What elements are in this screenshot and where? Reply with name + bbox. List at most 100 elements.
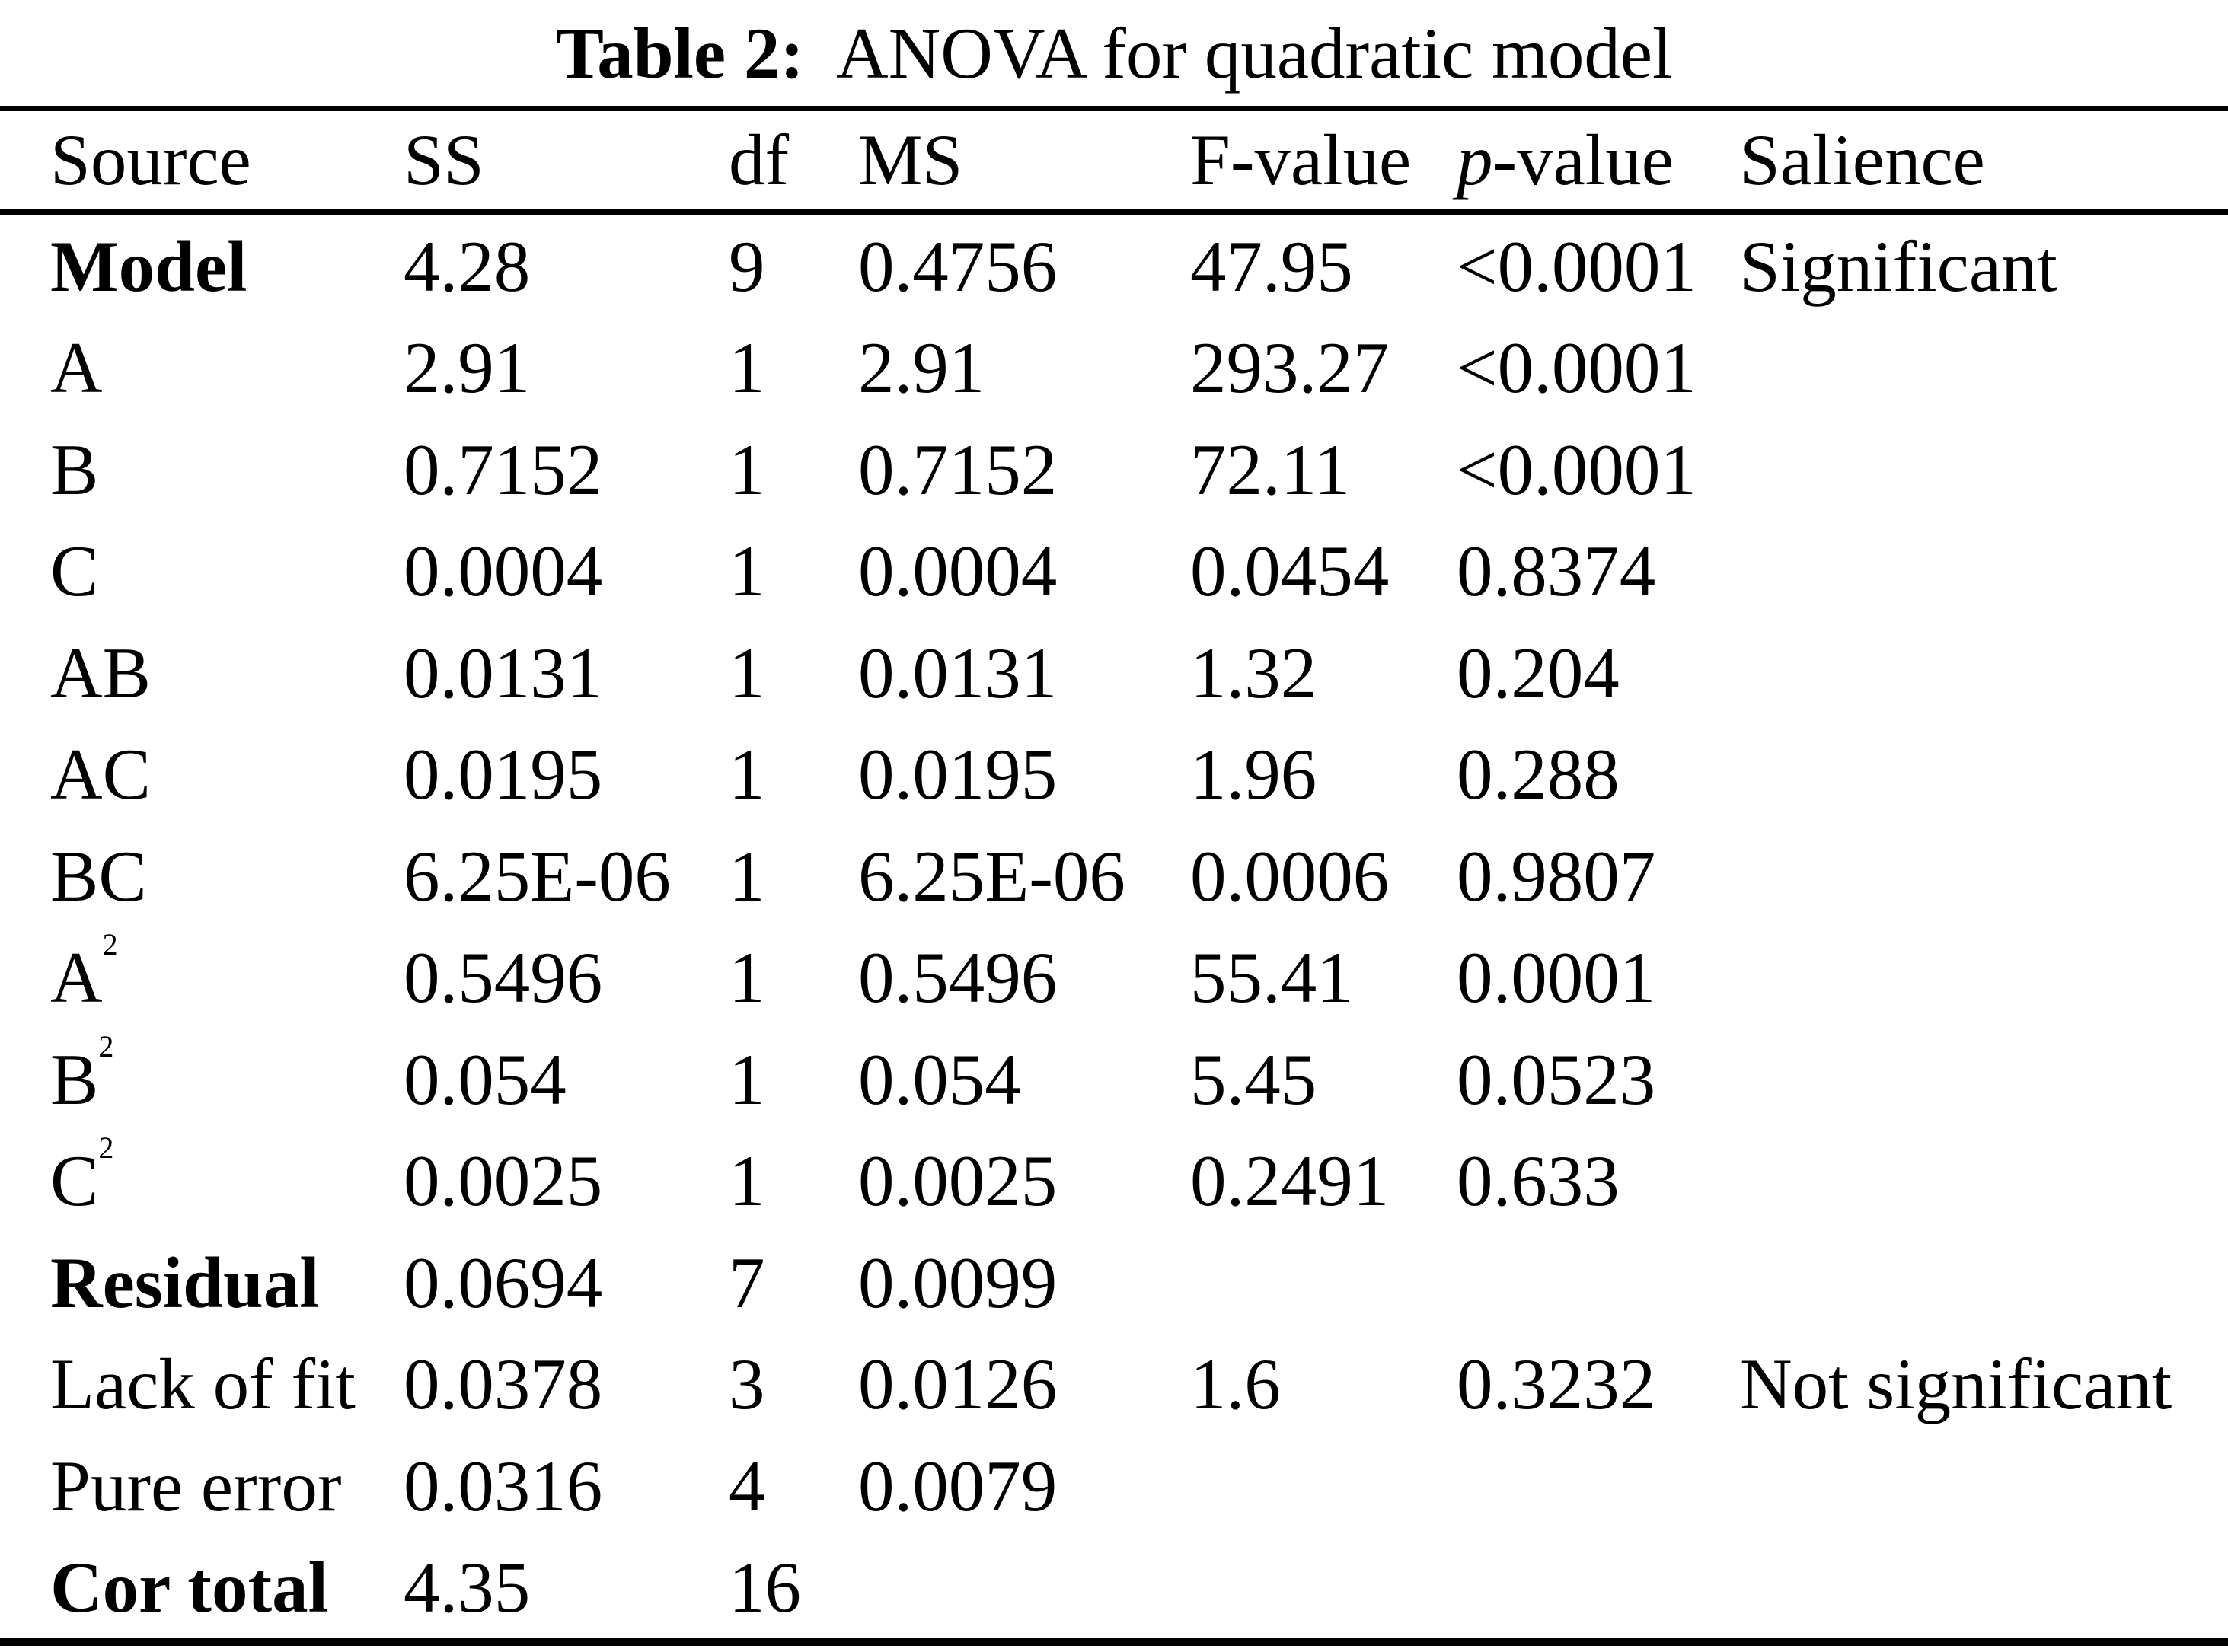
cell-fvalue: 72.11 xyxy=(1190,429,1351,510)
cell-pvalue: 0.3232 xyxy=(1457,1344,1656,1425)
cell-fvalue: 47.95 xyxy=(1190,225,1353,307)
cell-ss: 4.35 xyxy=(404,1547,531,1628)
cell-ms: 0.0025 xyxy=(858,1140,1058,1222)
cell-ms: 0.7152 xyxy=(858,429,1058,510)
bottom-rule xyxy=(0,1638,2228,1646)
header-cell-ms: MS xyxy=(858,120,963,200)
cell-ss: 0.0025 xyxy=(404,1140,603,1222)
cell-source: Cor total xyxy=(50,1547,328,1628)
cell-pvalue: <0.0001 xyxy=(1457,429,1697,510)
table-row-c2: C2 0.0025 1 0.0025 0.2491 0.633 xyxy=(0,1131,2228,1233)
cell-ms: 0.4756 xyxy=(858,225,1058,307)
cell-fvalue: 293.27 xyxy=(1190,327,1390,409)
table-caption: Table 2: ANOVA for quadratic model xyxy=(0,0,2228,106)
cell-df: 3 xyxy=(729,1344,765,1425)
header-rule xyxy=(0,209,2228,215)
pvalue-rest: -value xyxy=(1492,120,1674,200)
table-row-b: B 0.7152 1 0.7152 72.11 <0.0001 xyxy=(0,419,2228,521)
cell-fvalue: 0.0006 xyxy=(1190,835,1390,917)
header-cell-fvalue: F-value xyxy=(1190,120,1412,200)
table-row-a: A 2.91 1 2.91 293.27 <0.0001 xyxy=(0,317,2228,419)
pvalue-italic-p: p xyxy=(1457,120,1493,200)
cell-df: 1 xyxy=(729,632,765,713)
cell-df: 1 xyxy=(729,429,765,510)
top-rule xyxy=(0,106,2228,111)
cell-fvalue: 1.96 xyxy=(1190,734,1317,815)
cell-ss: 0.5496 xyxy=(404,937,603,1019)
cell-source: B2 xyxy=(50,1029,114,1120)
table-row-b2: B2 0.054 1 0.054 5.45 0.0523 xyxy=(0,1029,2228,1131)
table-caption-text: ANOVA for quadratic model xyxy=(836,12,1673,94)
cell-df: 1 xyxy=(729,937,765,1019)
header-cell-ss: SS xyxy=(404,120,484,200)
table-body: Model 4.28 9 0.4756 47.95 <0.0001 Signif… xyxy=(0,215,2228,1638)
cell-ms: 0.0004 xyxy=(858,531,1058,612)
cell-ms: 2.91 xyxy=(858,327,985,409)
cell-pvalue: 0.8374 xyxy=(1457,531,1656,612)
cell-df: 1 xyxy=(729,1140,765,1222)
cell-ms: 0.5496 xyxy=(858,937,1058,1019)
table-header-row: Source SS df MS F-value p-value Salience xyxy=(0,111,2228,209)
cell-ms: 0.0079 xyxy=(858,1445,1058,1526)
cell-ms: 0.0099 xyxy=(858,1242,1058,1323)
cell-df: 1 xyxy=(729,531,765,612)
cell-source: Lack of fit xyxy=(50,1344,356,1425)
cell-ss: 0.0378 xyxy=(404,1344,603,1425)
superscript-2: 2 xyxy=(98,1131,114,1166)
cell-ss: 0.0131 xyxy=(404,632,603,713)
header-cell-salience: Salience xyxy=(1740,120,1985,200)
cell-df: 4 xyxy=(729,1445,765,1526)
cell-source: Pure error xyxy=(50,1445,342,1526)
cell-fvalue: 1.32 xyxy=(1190,632,1317,713)
cell-df: 9 xyxy=(729,225,765,307)
cell-ss: 4.28 xyxy=(404,225,531,307)
table-row-ab: AB 0.0131 1 0.0131 1.32 0.204 xyxy=(0,622,2228,724)
cell-ss: 0.0004 xyxy=(404,531,603,612)
cell-source: Model xyxy=(50,225,247,307)
cell-pvalue: 0.0523 xyxy=(1457,1038,1656,1120)
cell-df: 1 xyxy=(729,835,765,917)
cell-fvalue: 0.0454 xyxy=(1190,531,1390,612)
cell-ss: 2.91 xyxy=(404,327,531,409)
cell-ss: 0.0195 xyxy=(404,734,603,815)
cell-fvalue: 55.41 xyxy=(1190,937,1353,1019)
cell-salience: Significant xyxy=(1740,225,2057,307)
superscript-2: 2 xyxy=(98,1029,114,1064)
superscript-2: 2 xyxy=(102,927,118,962)
cell-source: BC xyxy=(50,835,147,917)
cell-ms: 6.25E-06 xyxy=(858,835,1125,917)
cell-source: Residual xyxy=(50,1242,320,1323)
cell-source: C xyxy=(50,531,99,612)
cell-salience: Not significant xyxy=(1740,1344,2172,1425)
cell-pvalue: <0.0001 xyxy=(1457,327,1697,409)
table-caption-label: Table 2: xyxy=(555,12,804,94)
header-cell-pvalue: p-value xyxy=(1457,118,1740,202)
table-row-c: C 0.0004 1 0.0004 0.0454 0.8374 xyxy=(0,521,2228,623)
cell-fvalue: 1.6 xyxy=(1190,1344,1281,1425)
cell-pvalue: 0.633 xyxy=(1457,1140,1620,1222)
cell-ms: 0.0131 xyxy=(858,632,1058,713)
cell-ss: 0.054 xyxy=(404,1038,567,1120)
cell-pvalue: 0.288 xyxy=(1457,734,1620,815)
cell-df: 16 xyxy=(729,1547,801,1628)
cell-pvalue: 0.0001 xyxy=(1457,937,1656,1019)
cell-pvalue: <0.0001 xyxy=(1457,225,1697,307)
cell-ss: 0.0316 xyxy=(404,1445,603,1526)
header-cell-source: Source xyxy=(50,120,251,200)
cell-ms: 0.054 xyxy=(858,1038,1021,1120)
cell-ss: 0.7152 xyxy=(404,429,603,510)
cell-source: B xyxy=(50,429,99,510)
table-row-residual: Residual 0.0694 7 0.0099 xyxy=(0,1232,2228,1334)
cell-df: 1 xyxy=(729,327,765,409)
cell-df: 1 xyxy=(729,734,765,815)
cell-pvalue: 0.9807 xyxy=(1457,835,1656,917)
cell-source: A2 xyxy=(50,927,118,1019)
cell-df: 1 xyxy=(729,1038,765,1120)
table-row-lack-of-fit: Lack of fit 0.0378 3 0.0126 1.6 0.3232 N… xyxy=(0,1334,2228,1436)
cell-ms: 0.0195 xyxy=(858,734,1058,815)
table-row-pure-error: Pure error 0.0316 4 0.0079 xyxy=(0,1435,2228,1537)
cell-ms: 0.0126 xyxy=(858,1344,1058,1425)
cell-fvalue: 0.2491 xyxy=(1190,1140,1390,1222)
cell-df: 7 xyxy=(729,1242,765,1323)
